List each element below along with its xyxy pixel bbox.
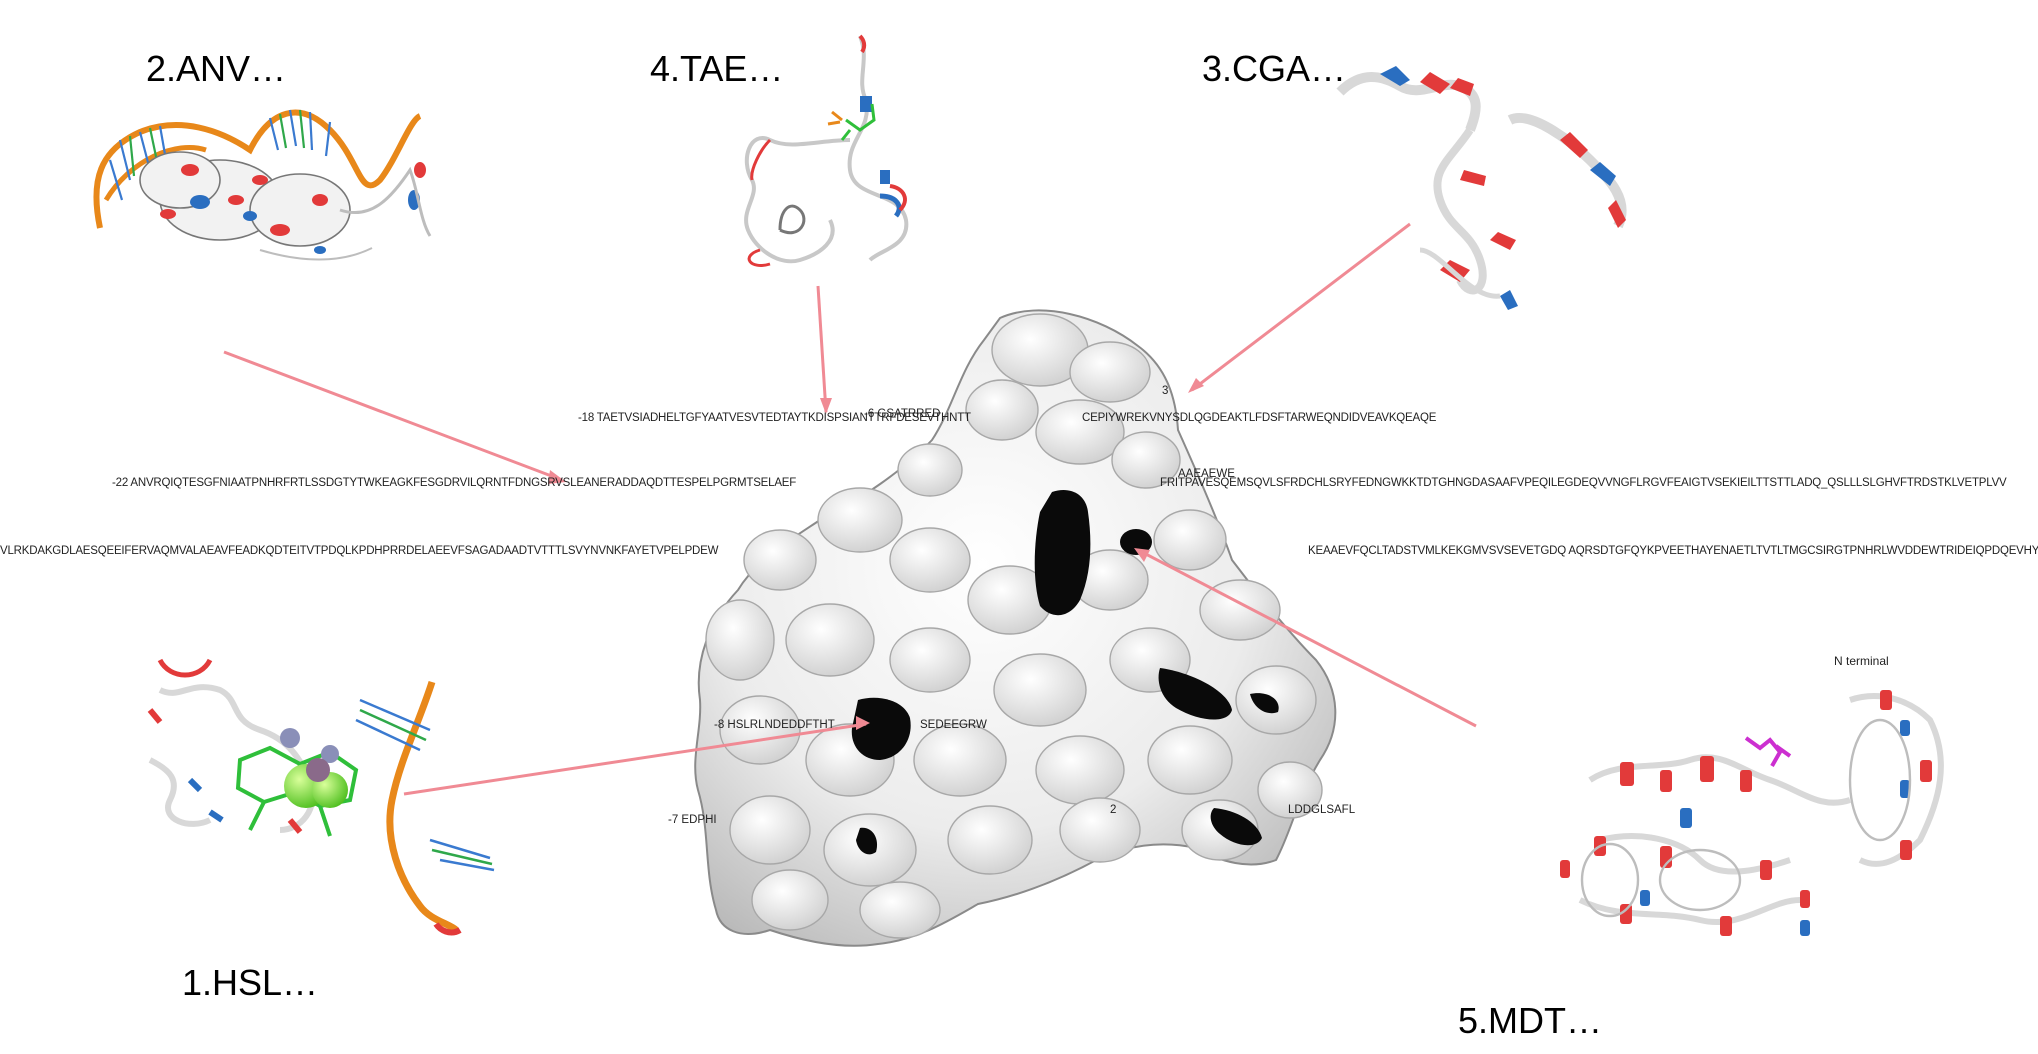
structure-2-cartoon: [93, 109, 432, 261]
sequence-row-6: -6 GSATRRED: [864, 408, 941, 420]
sequence-row-18-right: CEPIYWREKVNYSDLQGDEAKTLFDSFTARWEQNDIDVEA…: [1082, 412, 1437, 424]
label-structure-4: 4.TAE…: [650, 48, 784, 89]
sequence-row-8-right: SEDEEGRW: [920, 719, 987, 731]
sequence-row-8: -8 HSLRLNDEDDFTHT: [714, 719, 835, 731]
sequence-row-left: VLRKDAKGDLAESQEEIFERVAQMVALAEAVFEADKQDTE…: [0, 545, 719, 557]
arrow-1: [403, 722, 867, 796]
label-structure-2: 2.ANV…: [146, 48, 287, 89]
sequence-row-7: -7 EDPHI: [668, 814, 717, 826]
arrow-4: [816, 285, 828, 413]
arrow-3: [1191, 222, 1411, 392]
sequence-row-aa: AAEAEWE: [1178, 468, 1235, 480]
structure-1-cartoon: [147, 658, 495, 936]
sequence-row-22: -22 ANVRQIQTESGFNIAATPNHRFRTLSSDGTYTWKEA…: [112, 477, 797, 489]
label-structure-3: 3.CGA…: [1202, 48, 1347, 89]
label-structure-1: 1.HSL…: [182, 962, 319, 1003]
sequence-row-3: 3: [1162, 385, 1169, 397]
sequence-row-dd: LDDGLSAFL: [1288, 804, 1356, 816]
sequence-row-18: -18 TAETVSIADHELTGFYAATVESVTEDTAYTKDISPS…: [578, 412, 971, 424]
sequence-row-right: KEAAEVFQCLTADSTVMLKEKGMVSVSEVETGDQ AQRSD…: [1308, 545, 2038, 557]
arrow-2: [223, 350, 563, 482]
structure-5-cartoon: [1560, 690, 1944, 936]
n-terminal-label: N terminal: [1834, 654, 1889, 668]
protein-surface: [694, 309, 1337, 947]
label-structure-5: 5.MDT…: [1458, 1000, 1602, 1041]
structure-4-cartoon: [744, 34, 909, 267]
arrows: [223, 222, 1477, 796]
arrow-5: [1137, 548, 1477, 728]
sequence-row-2: 2: [1110, 804, 1117, 816]
structure-3-cartoon: [1336, 66, 1627, 310]
sequence-row-22-right: FRITPAVESQEMSQVLSFRDCHLSRYFEDNGWKKTDTGHN…: [1160, 477, 2007, 489]
